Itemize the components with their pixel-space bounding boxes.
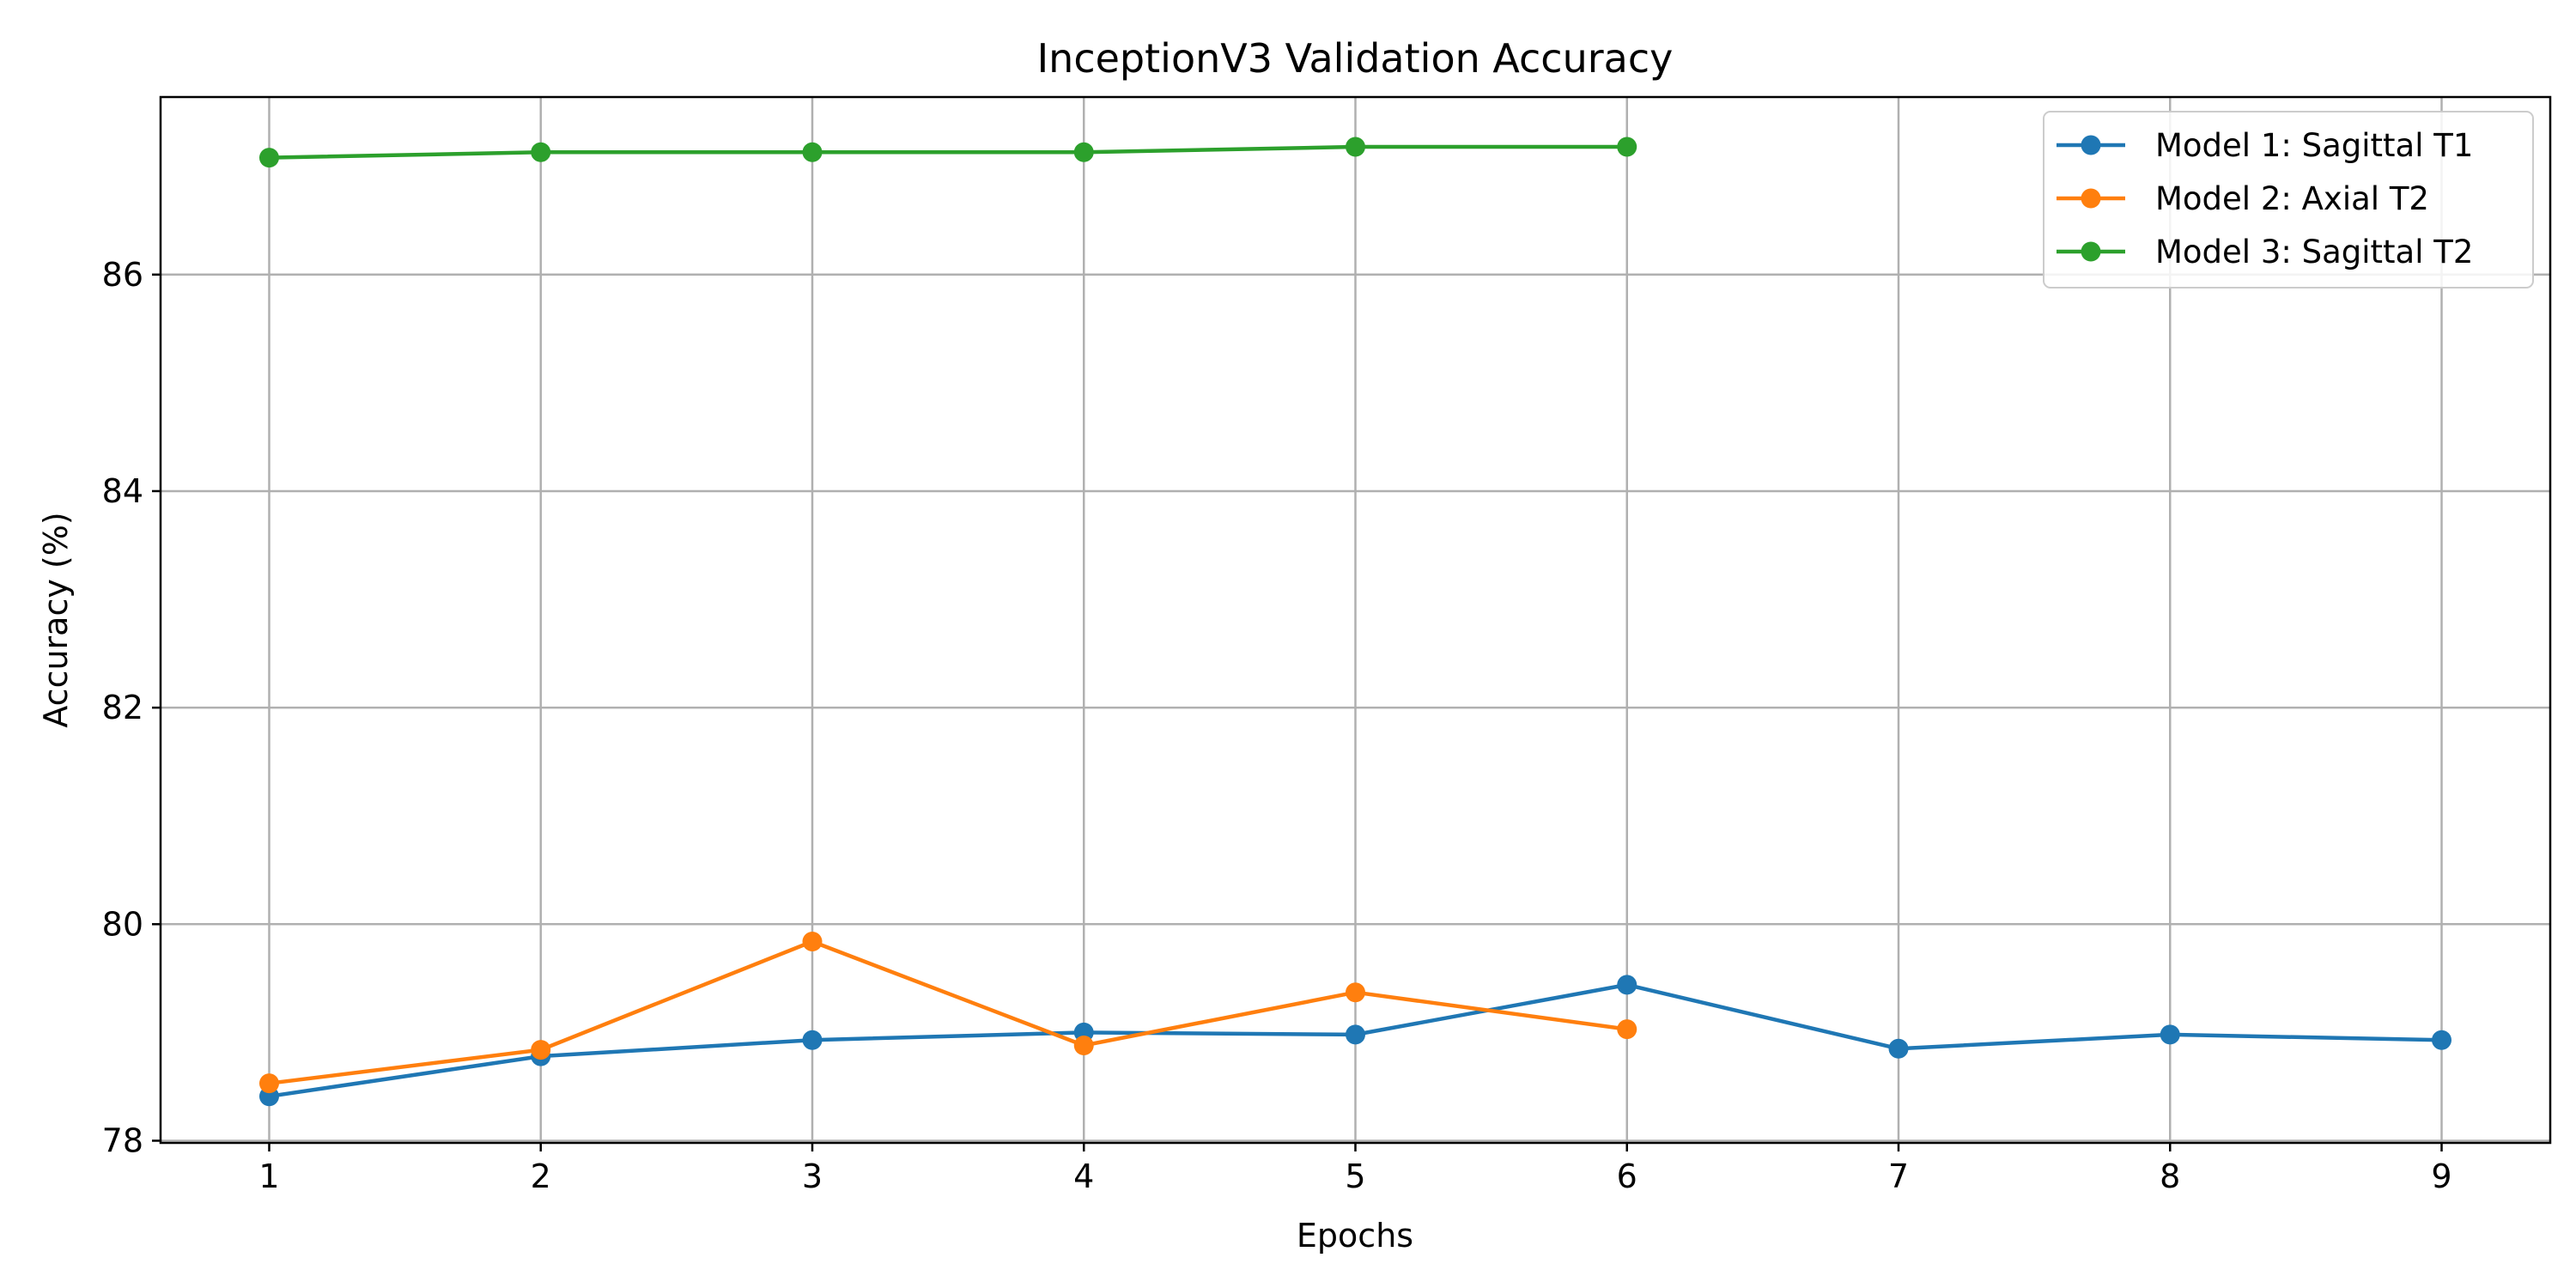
data-point [1617, 1019, 1637, 1040]
series-line [269, 144, 1627, 160]
x-tick-label: 3 [802, 1157, 823, 1195]
data-point [1346, 1024, 1365, 1045]
data-point [2432, 1030, 2451, 1050]
x-tick-label: 2 [531, 1157, 551, 1195]
data-point [802, 1030, 823, 1050]
chart-title: InceptionV3 Validation Accuracy [1037, 35, 1674, 82]
y-tick-label: 82 [102, 689, 143, 726]
x-tick-label: 5 [1345, 1157, 1365, 1195]
legend-label: Model 1: Sagittal T1 [2155, 127, 2473, 164]
data-point [531, 142, 551, 162]
legend-marker [2081, 241, 2101, 262]
data-point [531, 1040, 551, 1060]
x-tick-label: 7 [1888, 1157, 1909, 1195]
x-tick-label: 9 [2431, 1157, 2451, 1195]
y-tick-label: 86 [102, 256, 143, 294]
legend: Model 1: Sagittal T1 Model 2: Axial T2 Mod… [2043, 111, 2534, 289]
data-point [802, 142, 823, 162]
data-point [1073, 1036, 1094, 1056]
data-point [1346, 982, 1365, 1003]
series-line [269, 939, 1628, 1085]
x-tick-label: 8 [2160, 1157, 2180, 1195]
series-group [259, 137, 2451, 1107]
data-point [1888, 1038, 1909, 1059]
data-point [2160, 1024, 2180, 1045]
data-point [1073, 142, 1094, 162]
legend-label: Model 3: Sagittal T2 [2155, 234, 2473, 270]
y-axis-label: Accuracy (%) [37, 512, 75, 727]
series-2 [259, 931, 1637, 1094]
y-tick-label: 78 [102, 1121, 143, 1159]
x-axis-label: Epochs [1297, 1217, 1413, 1255]
x-tick-label: 4 [1073, 1157, 1094, 1195]
legend-box [2043, 111, 2534, 289]
legend-marker [2081, 135, 2101, 155]
y-tick-label: 80 [102, 905, 143, 943]
data-point [259, 1073, 279, 1094]
x-tick-label: 1 [258, 1157, 279, 1195]
series-3 [259, 137, 1637, 168]
data-point [802, 931, 823, 951]
data-point [259, 148, 279, 168]
data-point [1346, 137, 1365, 157]
x-tick-label: 6 [1617, 1157, 1637, 1195]
legend-marker [2081, 188, 2101, 209]
data-point [1617, 975, 1637, 995]
data-point [1617, 137, 1637, 157]
legend-label: Model 2: Axial T2 [2155, 180, 2429, 217]
y-tick-label: 84 [102, 472, 143, 510]
